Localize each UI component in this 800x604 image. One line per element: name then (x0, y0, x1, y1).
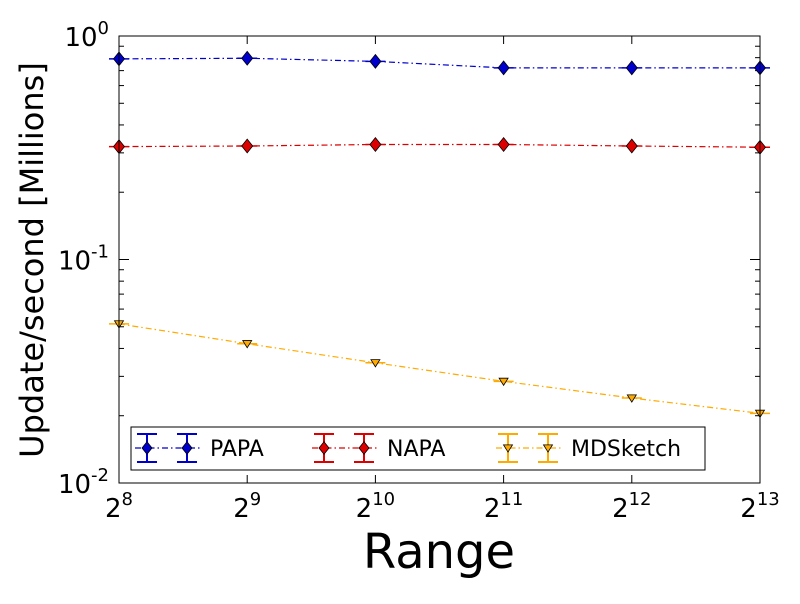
y-tick-label: 10-1 (58, 242, 109, 277)
data-point-papa (369, 53, 382, 69)
x-tick-label: 211 (484, 489, 523, 524)
series-line-papa (118, 57, 760, 69)
x-tick-label: 29 (233, 489, 261, 524)
data-point-mdsketch (498, 377, 509, 387)
plot-frame (118, 35, 761, 484)
legend-item-napa: NAPA (312, 433, 445, 463)
series-layer (109, 50, 770, 419)
legend-label: NAPA (387, 437, 445, 462)
x-tick-label: 212 (612, 489, 651, 524)
data-point-mdsketch (241, 340, 253, 349)
legend-label: MDSketch (571, 437, 681, 462)
legend-label: PAPA (210, 437, 264, 462)
legend-marker (181, 441, 193, 455)
legend-item-papa: PAPA (135, 433, 264, 463)
series-line-napa (118, 143, 761, 148)
data-point-papa (497, 60, 510, 76)
legend-marker (141, 441, 153, 455)
legend-marker (358, 441, 370, 455)
y-axis-label: Update/second [Millions] (13, 62, 51, 458)
data-point-papa (625, 60, 638, 76)
data-point-napa (369, 136, 382, 153)
legend-marker (542, 444, 554, 453)
legend-item-mdsketch: MDSketch (496, 433, 681, 463)
legend: PAPA NAPA MDSketch (130, 426, 706, 471)
legend-marker (318, 441, 330, 455)
axis-ticks: 28 29 210 211 212 213 100 10-1 10-2 (58, 18, 780, 524)
data-point-mdsketch (370, 359, 381, 368)
series-napa (109, 136, 770, 155)
y-tick-label: 100 (64, 18, 109, 53)
x-axis-label: Range (363, 524, 515, 580)
series-line-mdsketch (118, 323, 761, 414)
y-tick-label: 10-2 (58, 465, 109, 500)
data-point-napa (241, 138, 254, 154)
series-mdsketch (109, 320, 770, 419)
data-point-papa (241, 50, 254, 66)
legend-marker (502, 444, 514, 453)
legend-box (130, 426, 706, 471)
data-point-napa (625, 138, 638, 154)
data-point-mdsketch (626, 394, 638, 403)
x-tick-label: 28 (105, 489, 133, 524)
data-point-napa (497, 136, 510, 153)
x-tick-label: 213 (740, 489, 779, 524)
x-tick-label: 210 (356, 489, 395, 524)
series-papa (109, 50, 770, 76)
